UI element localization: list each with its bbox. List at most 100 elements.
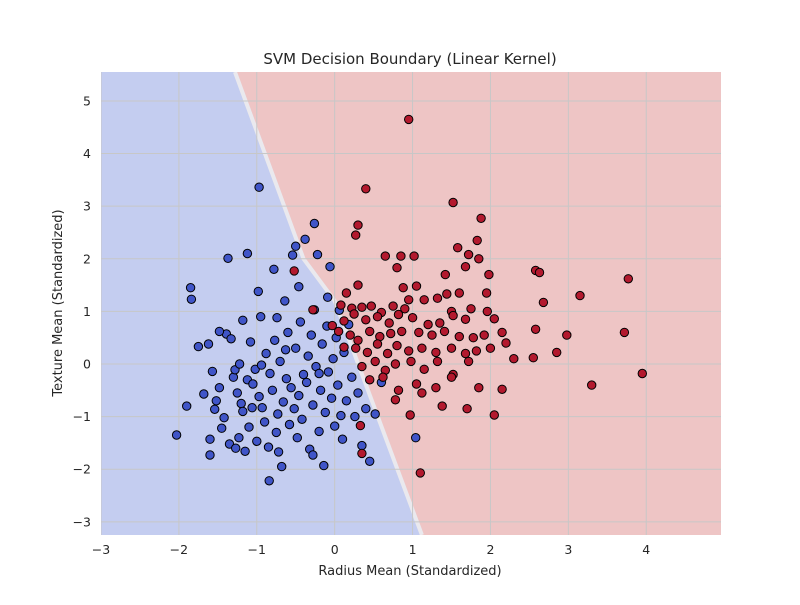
point-class0 [328,354,338,364]
point-class1 [463,249,474,260]
point-class1 [327,320,337,331]
point-class1 [489,410,499,420]
point-class1 [414,327,424,338]
point-class0 [264,476,274,486]
point-class1 [400,304,410,314]
point-class1 [575,290,585,301]
point-class1 [380,251,390,261]
plot-area [101,72,721,535]
point-class0 [326,393,337,403]
point-class1 [435,318,445,328]
point-class1 [530,324,541,334]
point-class0 [273,409,283,419]
y-tick-label: −1 [73,409,91,424]
point-class0 [287,250,298,260]
point-class1 [437,401,447,411]
point-class0 [242,248,253,259]
point-class1 [393,309,404,320]
point-class1 [454,288,464,298]
point-class1 [411,379,422,389]
point-class0 [217,423,227,433]
point-class0 [236,398,246,409]
point-class0 [280,296,290,306]
point-class0 [300,234,310,245]
point-class0 [253,286,263,297]
grid-lines [101,72,721,535]
point-class1 [365,375,375,385]
point-class1 [404,114,414,125]
point-class1 [339,316,349,326]
point-class0 [291,343,301,353]
point-class1 [398,283,408,293]
point-class0 [365,456,375,466]
point-class1 [439,326,450,337]
point-class0 [232,388,243,398]
point-class0 [325,262,335,272]
point-class0 [312,249,323,260]
point-class0 [337,434,348,444]
point-class1 [372,312,383,322]
point-class1 [378,372,388,382]
point-class0 [171,430,182,440]
point-class1 [406,356,416,367]
point-class0 [308,400,318,410]
x-axis-ticks: −3 −2 −1 0 1 2 3 4 [92,542,650,557]
point-class0 [320,407,330,418]
point-class0 [214,383,225,393]
point-class1 [432,356,443,367]
y-tick-label: 4 [83,146,91,161]
x-tick-label: 0 [331,542,339,557]
point-class1 [404,346,414,356]
point-class1 [448,310,458,321]
point-class1 [336,300,346,310]
point-class0 [248,379,258,389]
series-class1 [289,114,647,478]
point-class1 [637,368,647,379]
point-class1 [409,251,419,261]
point-class1 [353,335,363,345]
point-class0 [199,389,209,399]
point-class0 [295,317,306,327]
point-class0 [265,368,275,379]
point-class1 [417,343,427,353]
point-class1 [388,301,398,311]
point-class1 [415,468,425,478]
point-class0 [238,406,248,417]
point-class1 [538,297,549,308]
point-class1 [460,314,471,324]
point-class0 [234,359,245,369]
point-class0 [223,253,233,263]
y-tick-label: 3 [83,199,91,214]
point-class0 [281,374,292,384]
point-class0 [347,372,357,382]
point-class0 [254,391,264,402]
point-class1 [372,339,383,349]
point-class1 [471,346,482,356]
x-tick-label: −1 [248,542,266,557]
point-class1 [393,385,404,395]
x-tick-label: 4 [642,542,650,557]
point-class1 [392,263,402,273]
point-class1 [419,364,429,374]
y-axis-ticks: −3 −2 −1 0 1 2 3 4 5 [73,93,91,529]
point-class0 [185,283,196,293]
point-class1 [472,235,482,246]
point-class1 [289,266,299,276]
point-class1 [355,420,366,431]
chart-title: SVM Decision Boundary (Linear Kernel) [263,50,556,68]
point-class0 [283,327,293,338]
point-class0 [411,433,421,443]
point-class0 [261,348,271,359]
point-class1 [390,395,401,405]
point-class0 [298,369,309,380]
point-class0 [270,335,280,345]
y-tick-label: 2 [83,251,91,266]
point-class1 [534,267,545,278]
point-class0 [256,360,267,370]
point-class1 [623,274,633,284]
point-class1 [509,354,519,364]
point-class1 [481,288,492,298]
point-class0 [214,326,225,337]
point-class1 [476,213,486,224]
